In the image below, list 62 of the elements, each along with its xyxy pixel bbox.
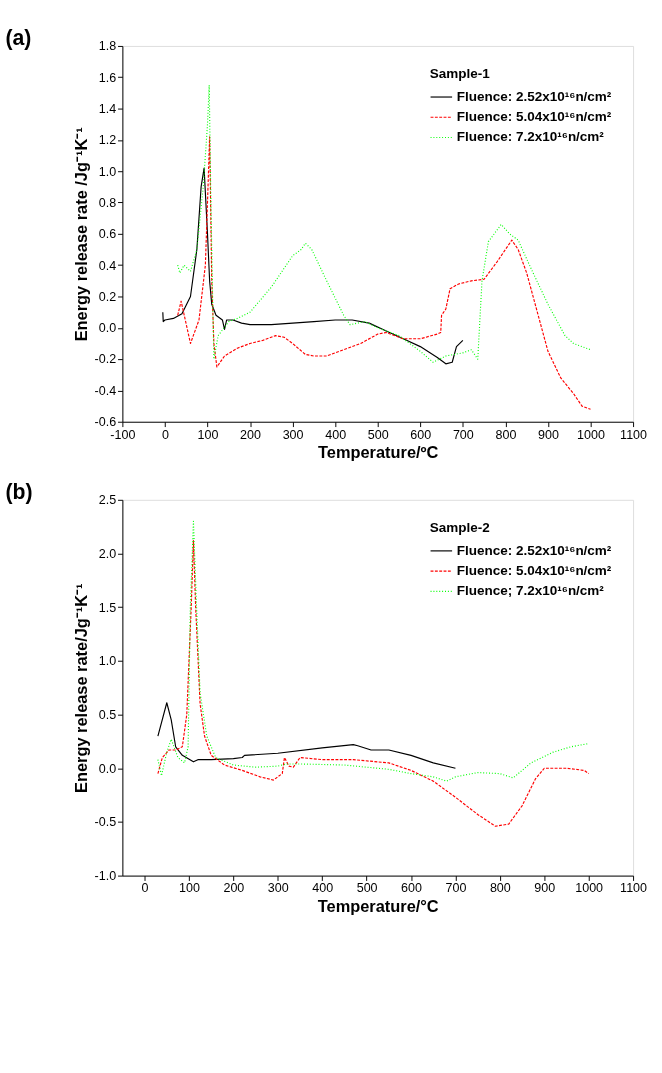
x-tick-label: 0 — [161, 427, 169, 442]
x-tick-label: 800 — [495, 427, 517, 442]
legend-label: Fluence: 2.52x10¹⁶n/cm² — [456, 542, 612, 558]
legend-label: Fluence: 5.04x10¹⁶n/cm² — [456, 562, 612, 578]
x-tick-label: 700 — [445, 881, 467, 896]
x-tick-label: 1100 — [620, 427, 648, 442]
x-tick-label: 300 — [267, 881, 289, 896]
y-tick-label: 1.5 — [98, 600, 117, 615]
y-tick-label: 0.0 — [98, 761, 117, 776]
x-tick-label: 200 — [223, 881, 245, 896]
legend-title: Sample-1 — [429, 65, 491, 81]
x-tick-label: 400 — [325, 427, 347, 442]
chart-title: (b) — [5, 479, 33, 504]
x-tick-label: 200 — [240, 427, 262, 442]
y-tick-label: 1.2 — [98, 133, 117, 148]
x-axis-title: Temperature/°C — [317, 896, 439, 915]
legend-title: Sample-2 — [429, 519, 490, 535]
x-tick-label: 500 — [367, 427, 389, 442]
y-tick-label: 1.4 — [98, 101, 117, 116]
y-tick-label: -0.5 — [94, 815, 117, 830]
y-tick-label: 2.5 — [98, 493, 117, 508]
y-tick-label: 1.0 — [98, 654, 117, 669]
x-tick-label: 600 — [401, 881, 422, 896]
x-tick-label: -100 — [110, 427, 136, 442]
y-axis-title: Energy release rate/Jg⁻¹K⁻¹ — [71, 583, 90, 793]
y-tick-label: -0.2 — [94, 352, 117, 367]
y-tick-label: 0.4 — [98, 258, 117, 273]
x-tick-label: 1000 — [577, 427, 605, 442]
x-tick-label: 0 — [141, 881, 149, 896]
y-tick-label: 0.2 — [98, 289, 117, 304]
x-tick-label: 400 — [312, 881, 334, 896]
x-tick-label: 900 — [538, 427, 559, 442]
x-axis-title: Temperature/ºC — [318, 442, 439, 461]
legend-label: Fluence: 5.04x10¹⁶n/cm² — [456, 109, 612, 125]
x-tick-label: 900 — [534, 881, 556, 896]
x-tick-label: 1100 — [620, 881, 648, 896]
y-tick-label: 0.0 — [98, 321, 117, 336]
y-axis-title: Energy release rate /Jg⁻¹K⁻¹ — [71, 127, 90, 342]
x-tick-label: 600 — [410, 427, 432, 442]
y-tick-label: 2.0 — [98, 546, 117, 561]
y-tick-label: 0.8 — [98, 195, 117, 210]
x-tick-label: 100 — [197, 427, 219, 442]
chart-title: (a) — [5, 25, 32, 50]
line-series — [157, 702, 457, 769]
y-tick-label: 0.5 — [98, 707, 117, 722]
y-tick-label: 1.8 — [98, 39, 117, 54]
y-tick-label: 1.6 — [98, 70, 117, 85]
legend-label: Fluence: 2.52x10¹⁶n/cm² — [456, 88, 612, 104]
y-tick-label: 1.0 — [98, 164, 117, 179]
y-tick-label: -0.6 — [94, 415, 117, 430]
x-tick-label: 500 — [356, 881, 378, 896]
y-tick-label: -0.4 — [94, 383, 117, 398]
legend-label: Fluence: 7.2x10¹⁶n/cm² — [456, 129, 605, 145]
line-series — [162, 167, 464, 365]
x-tick-label: 100 — [179, 881, 200, 896]
x-tick-label: 700 — [452, 427, 474, 442]
y-tick-label: -1.0 — [94, 868, 117, 883]
y-tick-label: 0.6 — [98, 227, 117, 242]
legend-label: Fluence; 7.2x10¹⁶n/cm² — [456, 583, 605, 599]
x-tick-label: 1000 — [575, 881, 604, 896]
x-tick-label: 300 — [282, 427, 304, 442]
x-tick-label: 800 — [489, 881, 511, 896]
